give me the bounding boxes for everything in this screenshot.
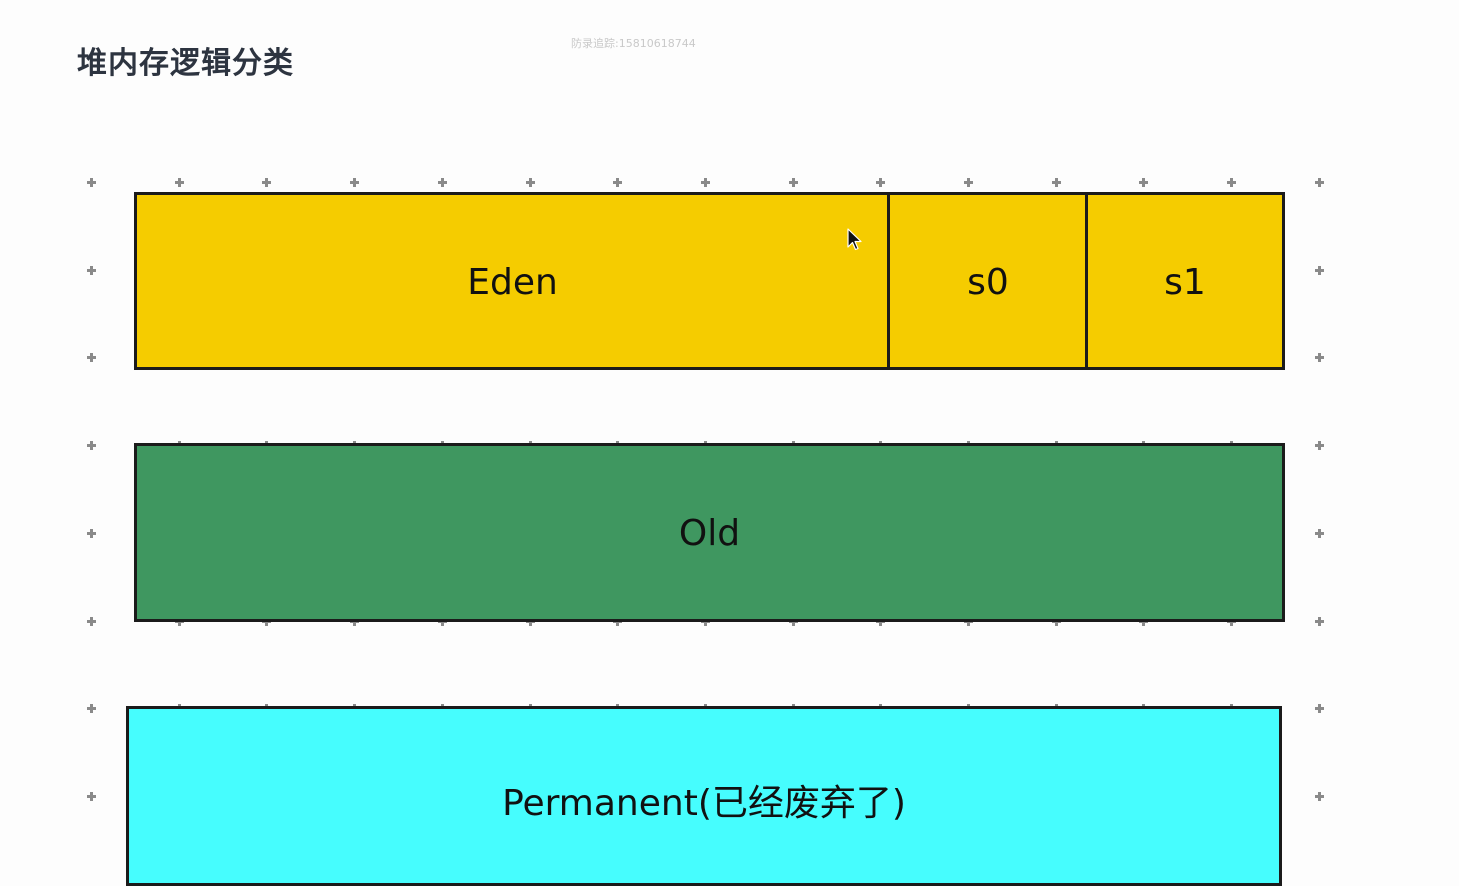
- grid-dot: [1314, 791, 1325, 802]
- grid-dot: [700, 177, 711, 188]
- s1-label: s1: [1164, 261, 1206, 303]
- grid-dot: [86, 352, 97, 363]
- grid-dot: [86, 177, 97, 188]
- permanent-label: Permanent(已经废弃了): [502, 783, 906, 824]
- watermark-text: 防录追踪:15810618744: [571, 37, 696, 50]
- grid-dot: [612, 177, 623, 188]
- grid-dot: [174, 177, 185, 188]
- grid-dot: [1138, 177, 1149, 188]
- grid-dot: [86, 616, 97, 627]
- grid-dot: [86, 440, 97, 451]
- old-label: Old: [678, 513, 741, 554]
- grid-dot: [86, 791, 97, 802]
- eden-region: Eden: [134, 192, 891, 370]
- grid-dot: [1314, 352, 1325, 363]
- grid-dot: [349, 177, 360, 188]
- grid-dot: [1314, 703, 1325, 714]
- grid-dot: [1226, 177, 1237, 188]
- grid-dot: [1314, 440, 1325, 451]
- eden-label: Eden: [467, 261, 558, 303]
- s0-label: s0: [967, 261, 1009, 303]
- grid-dot: [437, 177, 448, 188]
- grid-dot: [1051, 177, 1062, 188]
- survivor-s0-region: s0: [887, 192, 1089, 370]
- permanent-region: Permanent(已经废弃了): [126, 706, 1282, 886]
- grid-dot: [86, 528, 97, 539]
- grid-dot: [1314, 528, 1325, 539]
- grid-dot: [261, 177, 272, 188]
- grid-dot: [1314, 265, 1325, 276]
- page-title: 堆内存逻辑分类: [77, 46, 294, 81]
- grid-dot: [963, 177, 974, 188]
- survivor-s1-region: s1: [1085, 192, 1285, 370]
- grid-dot: [788, 177, 799, 188]
- mouse-cursor-icon: [847, 228, 862, 251]
- grid-dot: [525, 177, 536, 188]
- old-region: Old: [134, 443, 1285, 622]
- grid-dot: [1314, 177, 1325, 188]
- grid-dot: [86, 265, 97, 276]
- grid-dot: [1314, 616, 1325, 627]
- grid-dot: [86, 703, 97, 714]
- grid-dot: [875, 177, 886, 188]
